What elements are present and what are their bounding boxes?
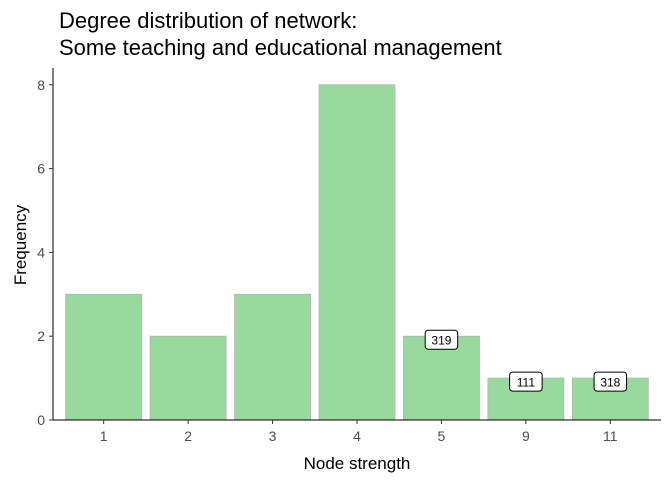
bar [149, 335, 227, 421]
bar-label: 318 [593, 371, 628, 392]
bar-label-box [509, 371, 543, 392]
plot-area: 319 111 318 [65, 84, 649, 421]
y-tick-label: 0 [37, 412, 45, 428]
bar-label: 111 [509, 371, 543, 392]
x-tick-label: 5 [438, 428, 446, 444]
x-axis: 1 2 3 4 5 9 11 [53, 419, 661, 444]
bar-label-text: 111 [517, 376, 536, 390]
bar-label: 319 [424, 329, 459, 350]
bar [65, 293, 143, 421]
x-axis-title: Node strength [304, 454, 411, 473]
chart-title: Degree distribution of network: [59, 8, 357, 33]
y-tick-label: 8 [37, 77, 45, 93]
x-tick-label: 1 [100, 428, 108, 444]
bar-label-text: 319 [431, 334, 451, 348]
x-tick-label: 3 [269, 428, 277, 444]
bar-label-box [424, 329, 459, 350]
y-axis: 0 2 4 6 8 [37, 68, 54, 428]
x-tick-label: 9 [522, 428, 530, 444]
bar-label-text: 318 [600, 376, 620, 390]
y-axis-title: Frequency [11, 204, 30, 285]
y-tick-label: 2 [37, 328, 45, 344]
x-tick-label: 2 [184, 428, 192, 444]
bar-label-box [593, 371, 628, 392]
x-tick-label: 11 [603, 428, 618, 444]
chart-subtitle: Some teaching and educational management [59, 35, 502, 60]
y-tick-label: 4 [37, 244, 45, 260]
bar [234, 293, 311, 421]
y-tick-label: 6 [37, 161, 45, 177]
x-tick-label: 4 [353, 428, 361, 444]
bar [318, 84, 396, 421]
bar [403, 335, 480, 421]
